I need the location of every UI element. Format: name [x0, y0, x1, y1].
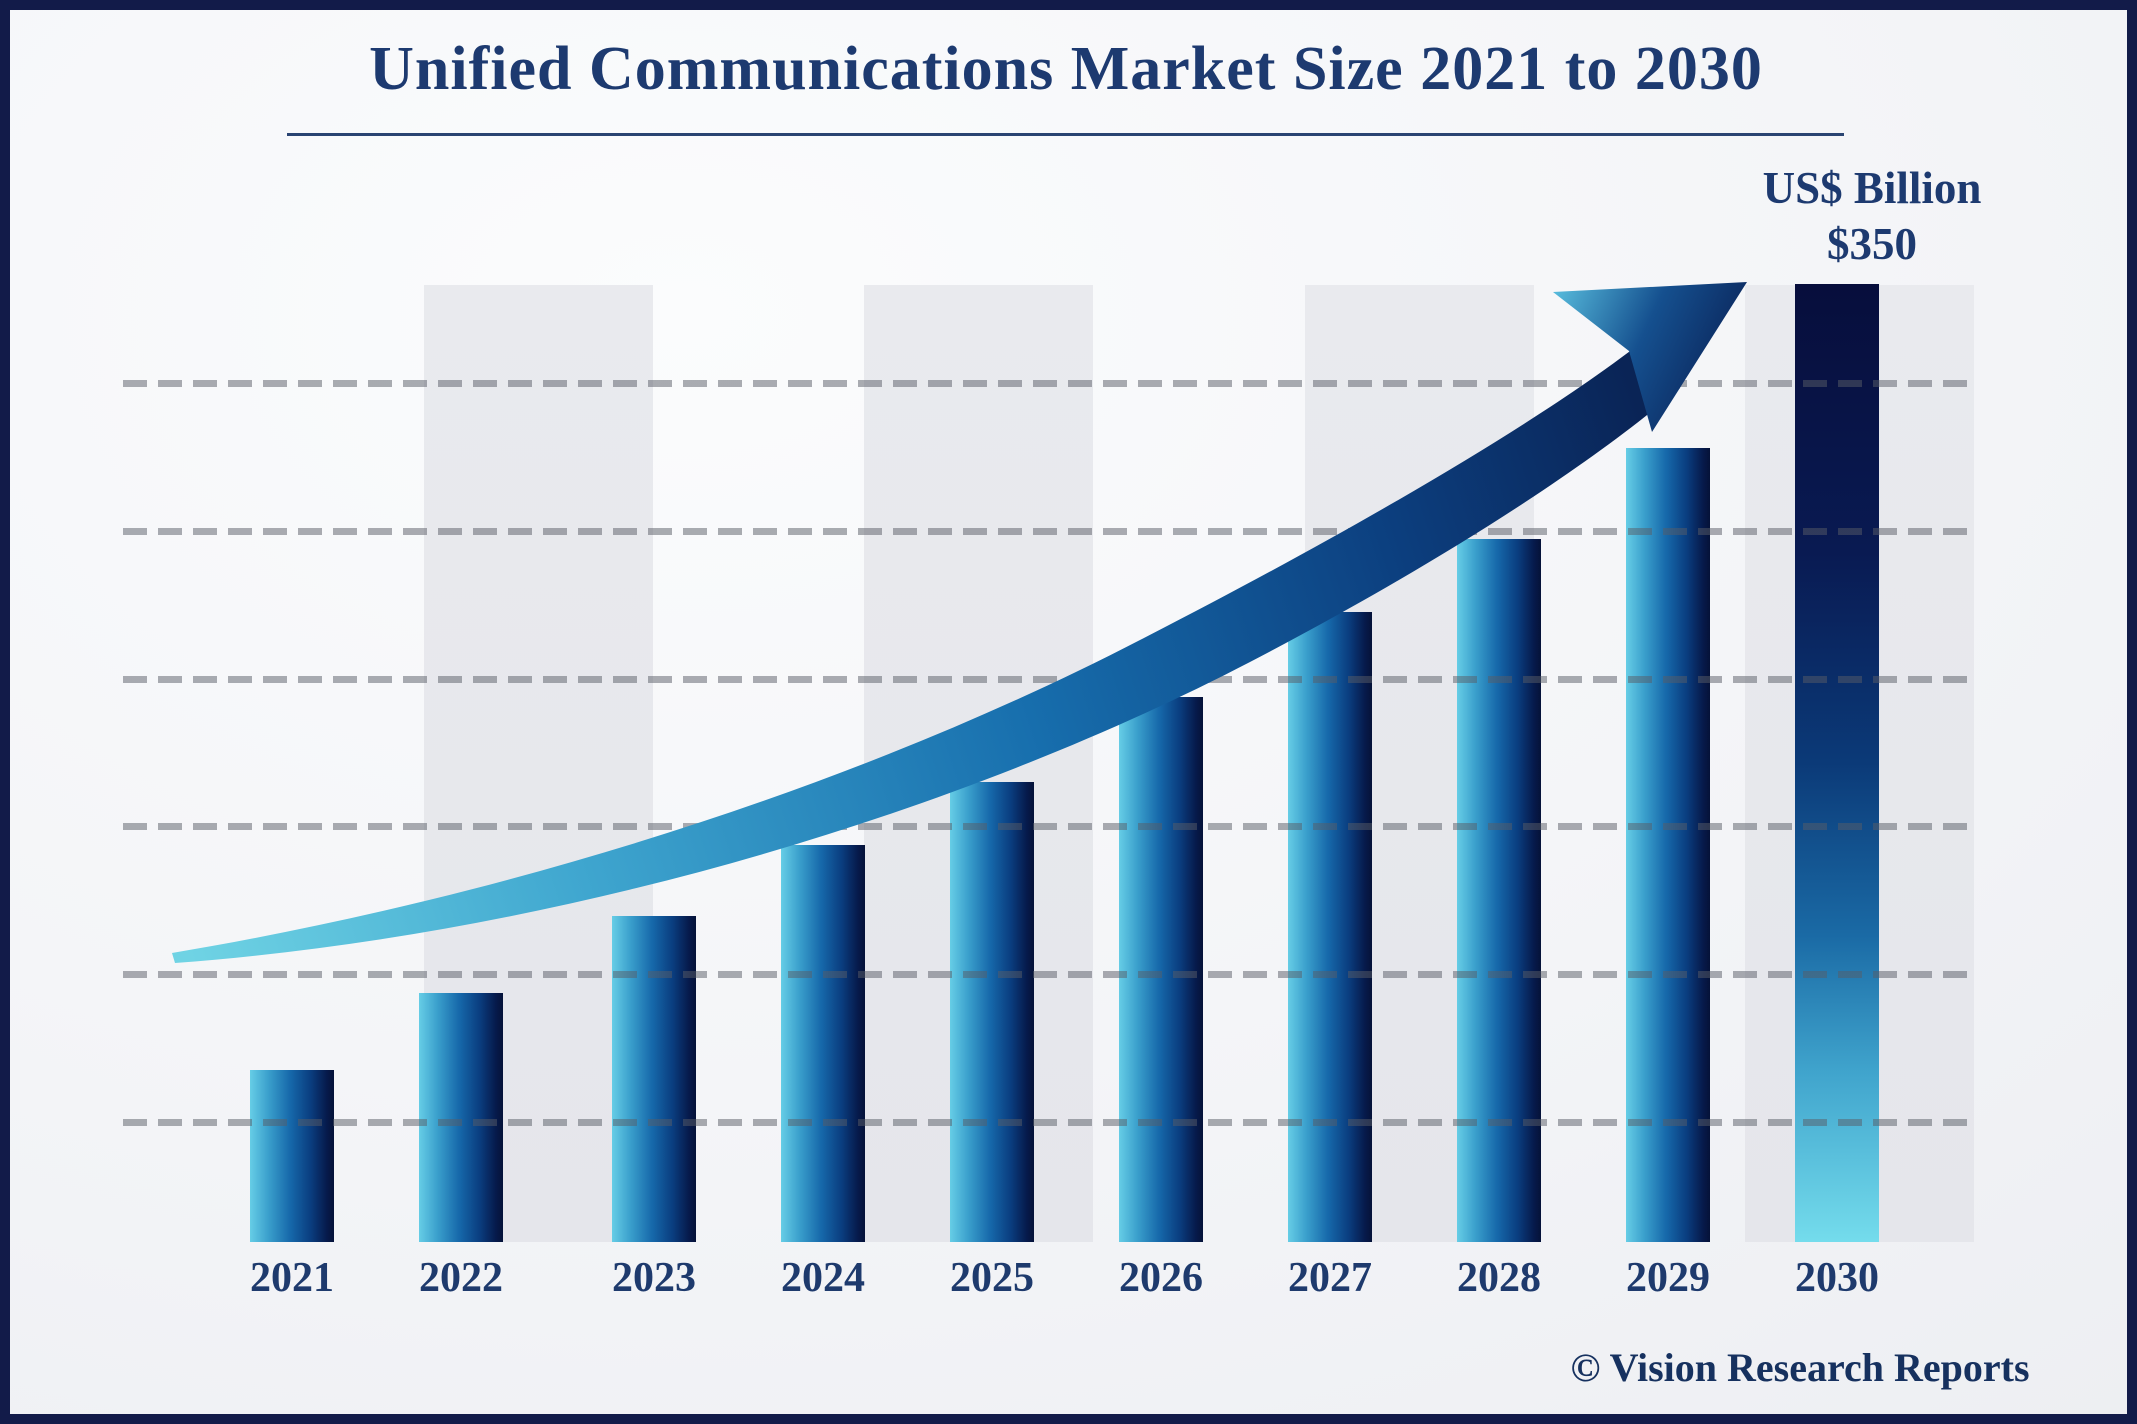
gridline	[123, 1119, 1969, 1126]
year-label-2022: 2022	[419, 1255, 503, 1301]
copyright: © Vision Research Reports	[1570, 1345, 2030, 1390]
unit-text: US$ Billion	[1762, 163, 1982, 213]
bar-2030	[1795, 284, 1879, 1242]
bar-2023	[612, 916, 696, 1242]
year-label-2028: 2028	[1457, 1255, 1541, 1301]
year-label-2025: 2025	[950, 1255, 1034, 1301]
page-title: Unified Communications Market Size 2021 …	[369, 35, 1763, 103]
gridline	[123, 380, 1969, 387]
bar-2021	[250, 1070, 334, 1242]
year-label-2030: 2030	[1795, 1255, 1879, 1301]
bar-2026	[1119, 697, 1203, 1242]
year-label-2023: 2023	[612, 1255, 696, 1301]
gridline	[123, 528, 1969, 535]
year-label-2024: 2024	[781, 1255, 865, 1301]
bar-2028	[1457, 539, 1541, 1242]
year-label-2027: 2027	[1288, 1255, 1372, 1301]
bar-2024	[781, 845, 865, 1242]
year-label-2026: 2026	[1119, 1255, 1203, 1301]
value-annotation: US$ Billion $350	[1682, 160, 2062, 272]
bar-2027	[1288, 612, 1372, 1242]
gridline	[123, 971, 1969, 978]
bar-2022	[419, 993, 503, 1242]
value-2030-text: $350	[1827, 219, 1917, 269]
year-label-2029: 2029	[1626, 1255, 1710, 1301]
year-label-2021: 2021	[250, 1255, 334, 1301]
gridline	[123, 823, 1969, 830]
gridline	[123, 676, 1969, 683]
bar-2025	[950, 782, 1034, 1242]
arrow-head-icon	[1553, 282, 1747, 432]
title-underline	[287, 133, 1844, 136]
